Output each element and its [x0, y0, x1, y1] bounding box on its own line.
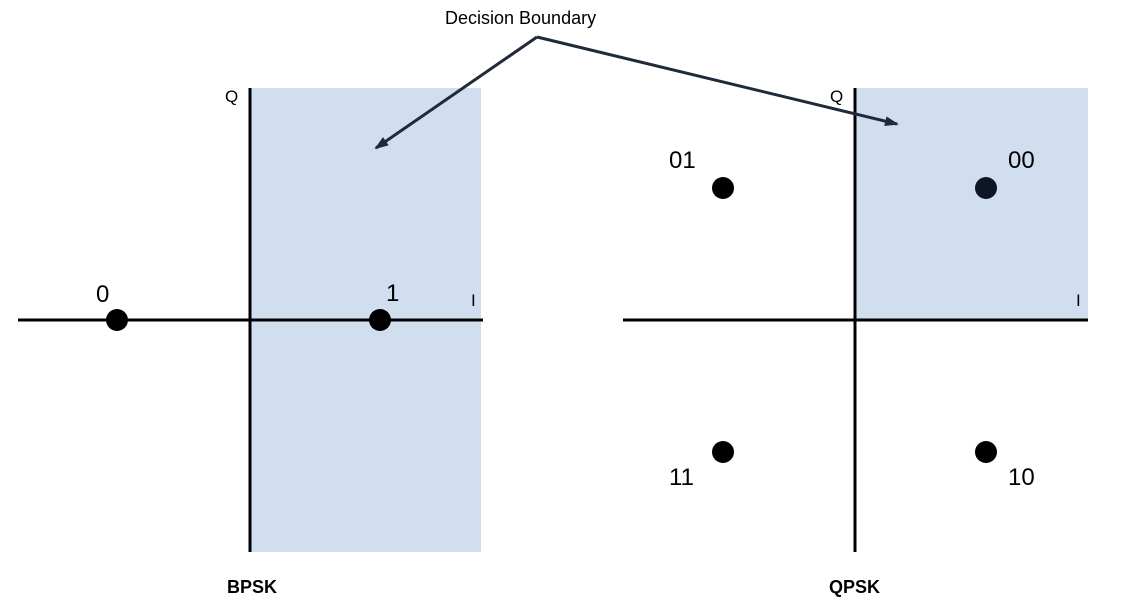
bpsk-panel: Q I 0 1 BPSK [18, 87, 483, 597]
bpsk-q-axis-label: Q [225, 87, 238, 106]
bpsk-title: BPSK [227, 577, 277, 597]
qpsk-title: QPSK [829, 577, 880, 597]
bpsk-symbol-0 [106, 309, 128, 331]
decision-boundary-callout: Decision Boundary [374, 8, 899, 150]
bpsk-symbol-label-0: 0 [96, 281, 109, 308]
qpsk-symbol-label-00: 00 [1008, 147, 1035, 174]
qpsk-symbol-11 [712, 441, 734, 463]
qpsk-symbol-10 [975, 441, 997, 463]
qpsk-symbol-label-01: 01 [669, 147, 696, 174]
qpsk-decision-region [855, 88, 1088, 320]
qpsk-q-axis-label: Q [830, 87, 843, 106]
qpsk-symbol-00 [975, 177, 997, 199]
qpsk-panel: Q I 01 00 11 10 QPSK [623, 87, 1088, 597]
callout-arrow-qpsk [536, 35, 899, 127]
qpsk-symbol-01 [712, 177, 734, 199]
decision-boundary-label: Decision Boundary [445, 8, 596, 28]
bpsk-i-axis-label: I [471, 291, 476, 310]
qpsk-i-axis-label: I [1076, 291, 1081, 310]
bpsk-symbol-1 [369, 309, 391, 331]
bpsk-symbol-label-1: 1 [386, 280, 399, 307]
qpsk-symbol-label-10: 10 [1008, 464, 1035, 491]
qpsk-symbol-label-11: 11 [669, 464, 694, 491]
callout-arrow-bpsk [374, 35, 538, 150]
